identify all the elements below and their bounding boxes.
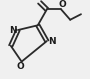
Text: O: O xyxy=(17,62,25,71)
Text: N: N xyxy=(9,26,17,35)
Text: O: O xyxy=(35,0,43,2)
Text: O: O xyxy=(58,0,66,9)
Text: N: N xyxy=(48,37,56,46)
